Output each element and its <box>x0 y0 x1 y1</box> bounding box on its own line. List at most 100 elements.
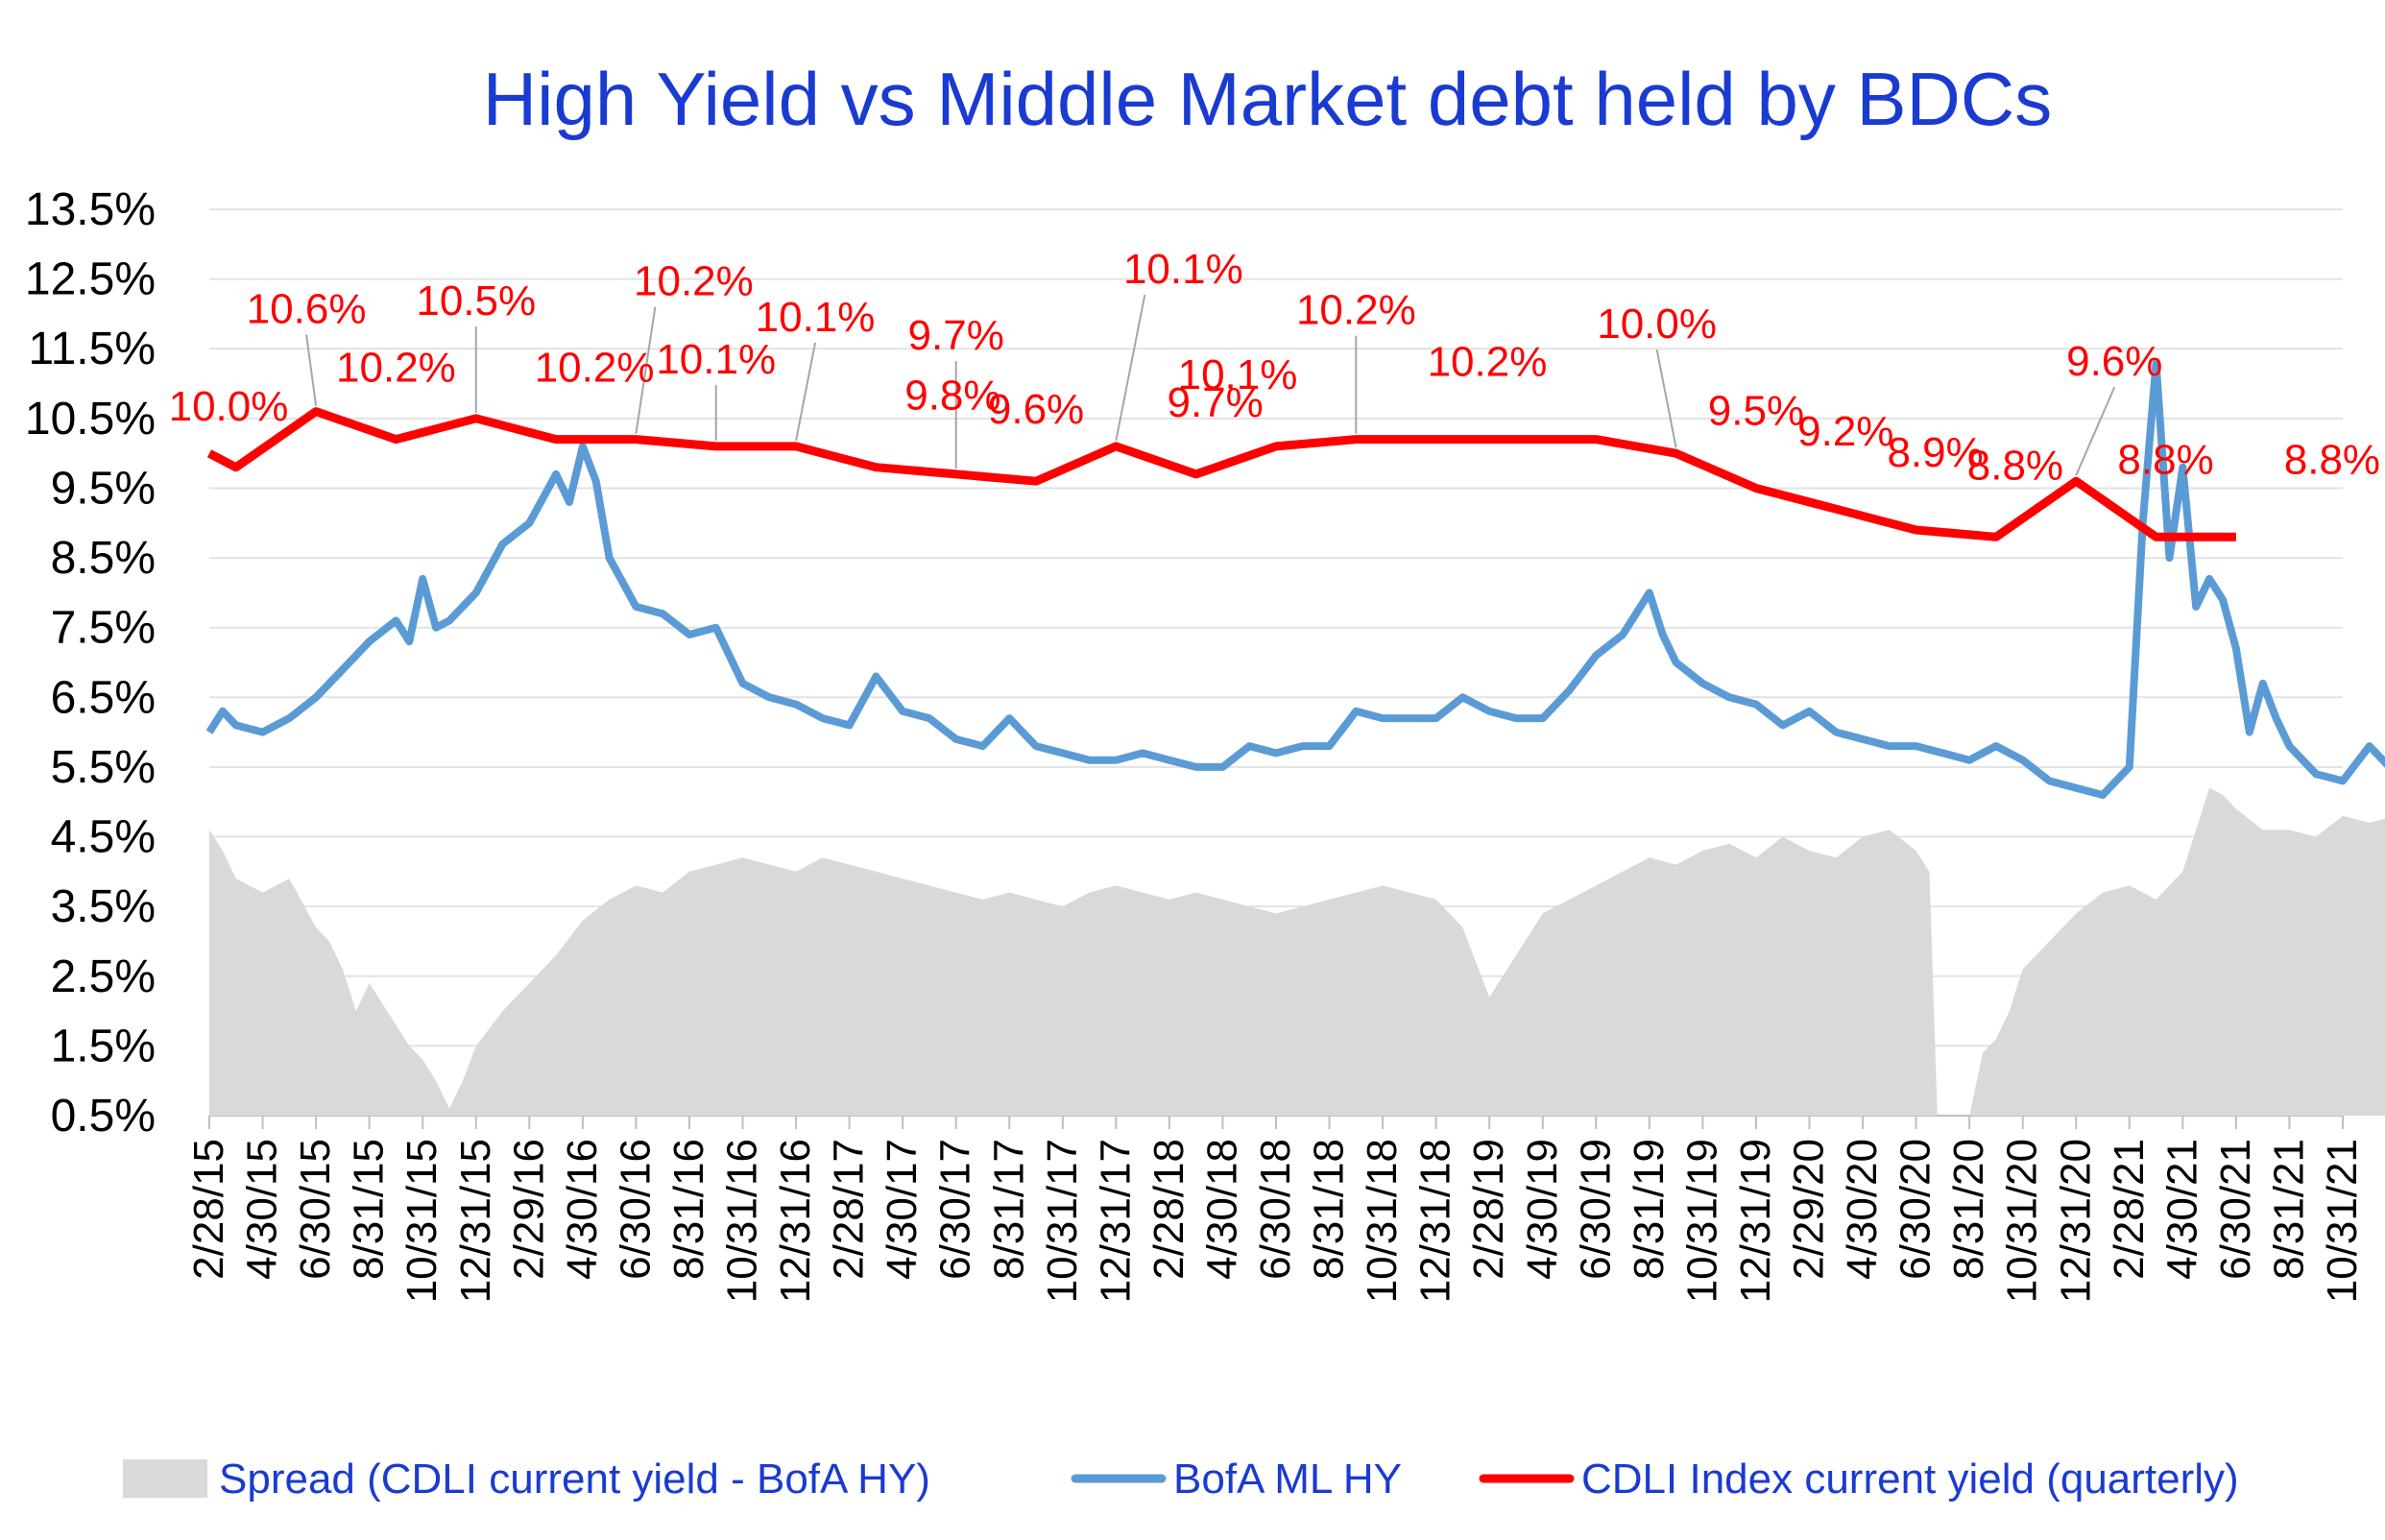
x-tick-label: 8/31/15 <box>346 1139 393 1280</box>
x-tick-label: 12/31/16 <box>772 1139 819 1303</box>
x-tick-label: 6/30/18 <box>1252 1139 1299 1280</box>
leader-line <box>795 342 817 442</box>
data-label: 10.0% <box>1597 301 1717 348</box>
x-tick-label: 12/31/17 <box>1092 1139 1139 1303</box>
leader-line <box>635 306 657 434</box>
y-tick-label: 12.5% <box>25 254 156 305</box>
data-label: 9.8% <box>904 373 1000 420</box>
y-tick-label: 10.5% <box>25 394 156 445</box>
x-tick-label: 4/30/20 <box>1839 1139 1886 1280</box>
leader-lines <box>305 294 2116 476</box>
x-tick-label: 10/31/17 <box>1039 1139 1086 1303</box>
x-tick-label: 6/30/19 <box>1572 1139 1619 1280</box>
x-tick-label: 10/31/20 <box>1999 1139 2046 1303</box>
data-label: 10.2% <box>336 345 456 392</box>
x-tick-label: 8/31/19 <box>1626 1139 1673 1280</box>
x-tick-label: 6/30/17 <box>932 1139 979 1280</box>
data-label: 10.2% <box>535 345 655 392</box>
cdli-line-layer <box>206 407 2236 541</box>
data-label: 8.9% <box>1887 429 1983 476</box>
data-label: 10.2% <box>634 258 754 305</box>
data-label: 10.1% <box>656 336 776 383</box>
x-tick-label: 8/31/18 <box>1306 1139 1353 1280</box>
data-label: 9.7% <box>1168 379 1264 426</box>
y-tick-label: 11.5% <box>28 324 156 374</box>
x-tick-label: 6/30/16 <box>612 1139 659 1280</box>
data-label: 9.7% <box>908 312 1004 359</box>
y-tick-label: 3.5% <box>51 881 156 932</box>
leader-line <box>305 334 318 406</box>
data-label: 10.2% <box>1428 339 1548 386</box>
x-tick-label: 8/31/17 <box>985 1139 1032 1280</box>
data-label: 10.1% <box>756 294 876 341</box>
x-tick-label: 2/28/17 <box>826 1139 873 1280</box>
y-tick-label: 2.5% <box>51 951 156 1002</box>
x-tick-label: 4/30/19 <box>1519 1139 1566 1280</box>
x-tick-label: 4/30/15 <box>239 1139 286 1280</box>
leader-line <box>1115 294 1146 442</box>
spread-area <box>209 787 2385 1116</box>
x-tick-label: 4/30/17 <box>879 1139 926 1280</box>
y-tick-label: 8.5% <box>51 533 156 584</box>
y-tick-label: 13.5% <box>25 184 156 235</box>
y-tick-label: 0.5% <box>51 1091 156 1142</box>
y-tick-label: 1.5% <box>51 1021 156 1071</box>
x-tick-label: 12/31/15 <box>452 1139 499 1303</box>
x-tick-label: 10/31/16 <box>719 1139 766 1303</box>
data-label: 10.0% <box>169 383 289 430</box>
x-tick-label: 6/30/21 <box>2212 1139 2259 1280</box>
y-tick-label: 7.5% <box>51 603 156 654</box>
y-tick-label: 4.5% <box>51 812 156 863</box>
data-label: 10.2% <box>1296 287 1416 334</box>
x-tick-label: 2/28/21 <box>2106 1139 2153 1280</box>
x-tick-label: 2/28/15 <box>185 1139 232 1280</box>
y-tick-label: 5.5% <box>51 742 156 793</box>
legend-label-spread: Spread (CDLI current yield - BofA HY) <box>219 1456 930 1503</box>
x-tick-label: 8/31/16 <box>665 1139 712 1280</box>
legend-label-hy: BofA ML HY <box>1173 1456 1402 1503</box>
x-tick-label: 4/30/21 <box>2158 1139 2205 1280</box>
legend: Spread (CDLI current yield - BofA HY) Bo… <box>123 1456 2239 1503</box>
x-tick-label: 12/31/18 <box>1412 1139 1459 1303</box>
y-tick-label: 6.5% <box>51 672 156 723</box>
x-tick-label: 10/31/15 <box>398 1139 446 1303</box>
cdli-line <box>206 407 2236 541</box>
x-tick-label: 4/30/18 <box>1198 1139 1245 1280</box>
x-tick-label: 10/31/19 <box>1678 1139 1725 1303</box>
data-label: 10.5% <box>416 277 536 325</box>
x-tick-label: 6/30/15 <box>292 1139 339 1280</box>
hy-line-layer <box>205 358 2385 799</box>
chart-title: High Yield vs Middle Market debt held by… <box>483 57 2052 141</box>
legend-swatch-spread <box>123 1459 207 1498</box>
legend-label-cdli: CDLI Index current yield (quarterly) <box>1581 1456 2239 1503</box>
x-tick-label: 8/31/21 <box>2265 1139 2312 1280</box>
data-label: 8.8% <box>2117 436 2213 483</box>
data-labels: 10.0%10.6%10.2%10.5%10.2%10.2%10.1%10.1%… <box>169 246 2380 489</box>
x-tick-label: 10/31/21 <box>2319 1139 2366 1303</box>
x-tick-label: 6/30/20 <box>1892 1139 1939 1280</box>
x-tick-label: 12/31/20 <box>2052 1139 2099 1303</box>
leader-line <box>2075 386 2116 476</box>
data-label: 10.6% <box>247 286 367 333</box>
data-label: 9.6% <box>988 386 1084 433</box>
data-label: 9.2% <box>1797 408 1893 455</box>
data-label: 10.1% <box>1178 351 1298 398</box>
x-tick-label: 2/28/18 <box>1145 1139 1192 1280</box>
y-axis-ticks: 13.5% 12.5% 11.5% 10.5% 9.5% 8.5% 7.5% 6.5% 5.5%… <box>25 184 156 1142</box>
x-tick-label: 4/30/16 <box>559 1139 606 1280</box>
x-tick-label: 8/31/20 <box>1945 1139 1992 1280</box>
x-axis-ticks: 2/28/15 4/30/15 6/30/15 8/31/15 10/31/15 12/3… <box>185 1116 2366 1303</box>
x-tick-label: 2/29/20 <box>1786 1139 1833 1280</box>
data-label: 9.5% <box>1708 387 1804 434</box>
y-tick-label: 9.5% <box>51 463 156 514</box>
data-label: 10.1% <box>1123 246 1243 293</box>
x-tick-label: 2/28/19 <box>1465 1139 1512 1280</box>
data-label: 8.8% <box>2284 436 2380 483</box>
x-tick-label: 12/31/19 <box>1732 1139 1779 1303</box>
x-tick-label: 2/29/16 <box>505 1139 552 1280</box>
hy-line <box>205 358 2385 799</box>
leader-line <box>1655 349 1677 448</box>
spread-area-layer <box>209 787 2385 1116</box>
